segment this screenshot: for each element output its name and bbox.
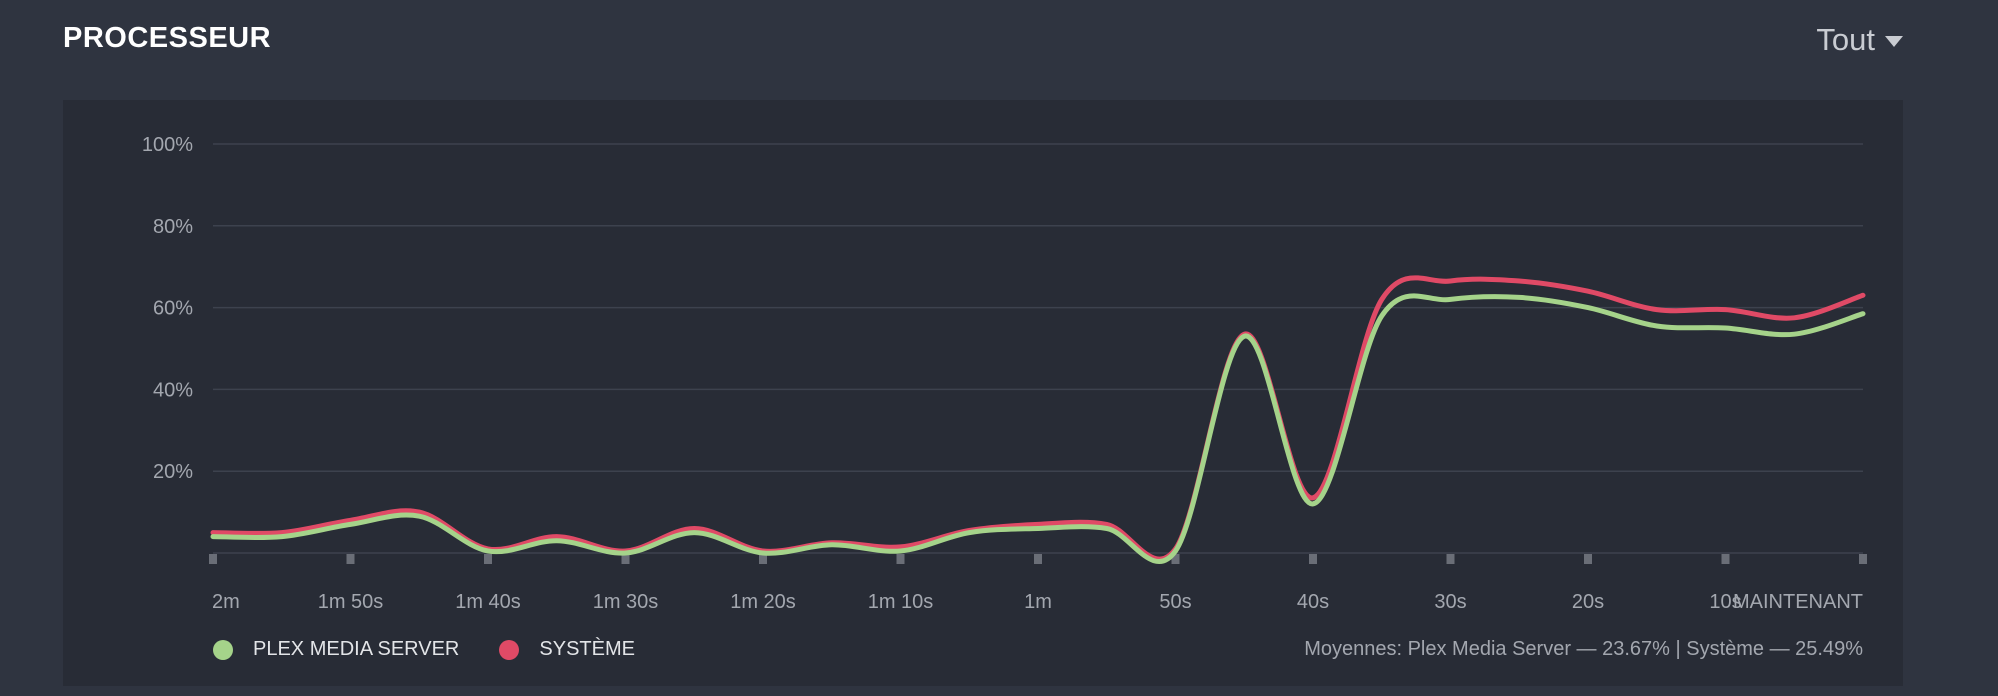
cpu-line-chart: 20% 40% 60% 80% 100% 2m 1m 50s 1m 40s 1m 30s 1m 2… bbox=[142, 134, 1867, 613]
caret-down-icon bbox=[1885, 35, 1903, 47]
x-tick-mark bbox=[1034, 554, 1042, 564]
system-series-line bbox=[210, 275, 1866, 562]
x-tick-mark bbox=[896, 554, 905, 564]
x-tick-label: 1m bbox=[1024, 591, 1052, 613]
x-tick-label: 10s bbox=[1709, 591, 1741, 613]
time-range-label: Tout bbox=[1816, 22, 1875, 57]
plex-series-line bbox=[210, 293, 1866, 564]
legend-item-system[interactable]: SYSTÈME bbox=[499, 638, 635, 661]
x-tick-label: 1m 30s bbox=[593, 591, 659, 613]
system-legend-label: SYSTÈME bbox=[539, 638, 635, 660]
x-tick-mark bbox=[1859, 554, 1867, 564]
time-range-dropdown[interactable]: Tout bbox=[1816, 22, 1903, 58]
x-tick-mark bbox=[759, 554, 767, 564]
x-tick-mark bbox=[1309, 554, 1317, 564]
x-tick-label: 40s bbox=[1297, 591, 1329, 613]
plex-legend-dot bbox=[213, 639, 233, 660]
legend-item-plex[interactable]: PLEX MEDIA SERVER bbox=[213, 638, 459, 661]
y-tick-label: 20% bbox=[153, 461, 193, 483]
x-tick-mark bbox=[1721, 554, 1730, 564]
x-tick-label: 2m bbox=[212, 591, 240, 613]
x-tick-label: 50s bbox=[1159, 591, 1191, 613]
x-tick-label: 1m 20s bbox=[730, 591, 796, 613]
y-tick-label: 100% bbox=[142, 134, 193, 156]
x-tick-mark bbox=[346, 554, 355, 564]
y-tick-label: 40% bbox=[153, 379, 193, 401]
y-tick-label: 60% bbox=[153, 298, 193, 320]
x-tick-label: 1m 10s bbox=[868, 591, 934, 613]
plex-legend-label: PLEX MEDIA SERVER bbox=[253, 638, 460, 660]
x-tick-label: MAINTENANT bbox=[1733, 591, 1863, 613]
system-legend-dot bbox=[499, 639, 520, 660]
x-tick-label: 30s bbox=[1434, 591, 1466, 613]
x-tick-label: 1m 40s bbox=[455, 591, 521, 613]
x-tick-mark bbox=[1171, 554, 1180, 564]
x-tick-mark bbox=[209, 554, 217, 564]
y-tick-label: 80% bbox=[153, 216, 193, 238]
averages-text: Moyennes: Plex Media Server — 23.67% | S… bbox=[1304, 638, 1863, 660]
x-tick-mark bbox=[621, 554, 630, 564]
section-title: PROCESSEUR bbox=[63, 22, 272, 54]
chart-legend: PLEX MEDIA SERVER SYSTÈME bbox=[213, 638, 675, 661]
chart-panel: 20% 40% 60% 80% 100% 2m 1m 50s 1m 40s 1m 30s 1m 2… bbox=[63, 100, 1903, 686]
x-tick-mark bbox=[484, 554, 492, 564]
x-tick-mark bbox=[1584, 554, 1592, 564]
x-tick-mark bbox=[1446, 554, 1455, 564]
x-tick-label: 1m 50s bbox=[318, 591, 384, 613]
section-header: PROCESSEUR Tout bbox=[63, 22, 1903, 62]
x-tick-label: 20s bbox=[1572, 591, 1604, 613]
